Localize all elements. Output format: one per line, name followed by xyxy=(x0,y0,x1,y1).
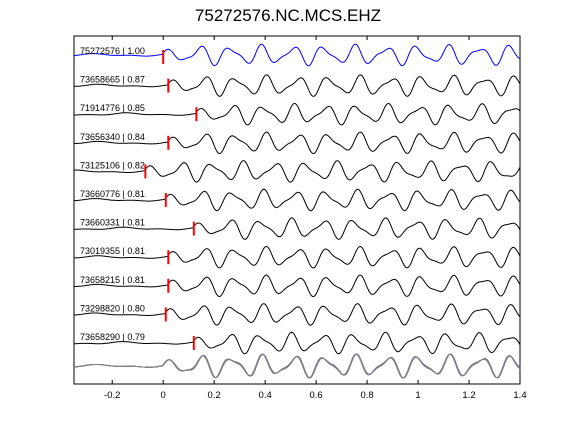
x-tick-label: -0.2 xyxy=(104,390,120,401)
trace-line xyxy=(74,74,521,97)
trace-line xyxy=(73,43,521,67)
trace-line xyxy=(73,217,521,240)
stack-trace-line xyxy=(73,353,521,379)
trace-line xyxy=(74,131,521,155)
chart-title: 75272576.NC.MCS.EHZ xyxy=(194,6,382,25)
trace-label: 73298820 | 0.80 xyxy=(80,303,145,313)
picks-layer xyxy=(144,50,198,350)
trace-label: 73656340 | 0.84 xyxy=(80,132,145,142)
trace-line xyxy=(74,274,521,298)
x-tick-label: 0 xyxy=(161,390,166,401)
x-tick-label: 1.4 xyxy=(513,390,526,401)
labels-layer: 75272576 | 1.00 73658665 | 0.87 71914776 |… xyxy=(80,46,145,342)
trace-line xyxy=(73,188,521,212)
trace-label: 73658665 | 0.87 xyxy=(80,75,145,85)
trace-line xyxy=(74,303,521,326)
x-tick-label: 0.4 xyxy=(259,390,272,401)
x-tick-label: 1.2 xyxy=(462,390,475,401)
plot-frame xyxy=(73,35,521,385)
trace-line xyxy=(74,102,521,126)
trace-label: 73660331 | 0.81 xyxy=(80,218,145,228)
trace-label: 73019355 | 0.81 xyxy=(80,246,145,256)
trace-label: 75272576 | 1.00 xyxy=(80,46,145,56)
traces-layer xyxy=(73,43,521,355)
trace-label: 73660776 | 0.81 xyxy=(80,189,145,199)
trace-label: 73125106 | 0.82 xyxy=(80,160,145,170)
trace-line xyxy=(73,331,521,355)
trace-label: 71914776 | 0.85 xyxy=(80,103,145,113)
trace-label: 73658215 | 0.81 xyxy=(80,275,145,285)
x-tick-label: 0.2 xyxy=(208,390,221,401)
stack-layer xyxy=(73,353,521,379)
trace-label: 73658290 | 0.79 xyxy=(80,332,145,342)
trace-line xyxy=(74,245,521,269)
x-tick-label: 1 xyxy=(415,390,420,401)
x-axis: -0.2 0 0.2 0.4 0.6 0.8 1 1.2 1.4 xyxy=(104,36,527,401)
x-tick-label: 0.8 xyxy=(360,390,373,401)
x-tick-label: 0.6 xyxy=(310,390,323,401)
trace-line xyxy=(74,160,521,183)
